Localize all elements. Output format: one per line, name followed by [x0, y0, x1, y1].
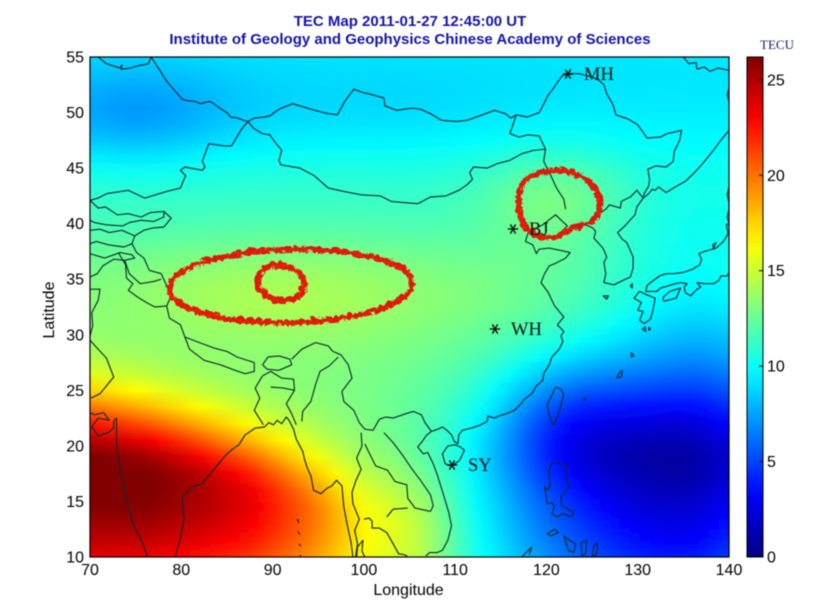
- svg-text:10: 10: [767, 359, 785, 376]
- svg-text:25: 25: [66, 383, 84, 400]
- svg-text:70: 70: [81, 562, 99, 579]
- svg-text:0: 0: [767, 550, 776, 567]
- svg-text:TEC Map 2011-01-27 12:45:00 UT: TEC Map 2011-01-27 12:45:00 UT: [294, 13, 527, 30]
- svg-text:15: 15: [767, 263, 785, 280]
- svg-text:140: 140: [716, 562, 743, 579]
- svg-text:Latitude: Latitude: [41, 281, 58, 338]
- svg-text:15: 15: [66, 494, 84, 511]
- svg-text:10: 10: [66, 550, 84, 567]
- svg-text:45: 45: [66, 161, 84, 178]
- svg-text:100: 100: [351, 562, 378, 579]
- svg-text:50: 50: [66, 105, 84, 122]
- svg-text:Institute of Geology and Geoph: Institute of Geology and Geophysics Chin…: [169, 31, 650, 48]
- svg-text:20: 20: [767, 168, 785, 185]
- svg-text:90: 90: [264, 562, 282, 579]
- svg-text:20: 20: [66, 438, 84, 455]
- svg-text:BJ: BJ: [529, 220, 549, 240]
- svg-text:110: 110: [442, 562, 468, 579]
- svg-text:TECU: TECU: [760, 37, 795, 52]
- svg-text:WH: WH: [511, 320, 542, 340]
- svg-text:25: 25: [767, 72, 785, 89]
- svg-text:MH: MH: [584, 65, 614, 85]
- svg-text:80: 80: [172, 562, 190, 579]
- svg-text:SY: SY: [468, 456, 492, 476]
- svg-text:35: 35: [66, 272, 84, 289]
- svg-text:120: 120: [533, 562, 560, 579]
- svg-text:30: 30: [66, 327, 84, 344]
- svg-text:130: 130: [624, 562, 651, 579]
- svg-text:Longitude: Longitude: [373, 582, 443, 599]
- svg-text:40: 40: [66, 216, 84, 233]
- svg-text:55: 55: [66, 50, 84, 67]
- svg-text:5: 5: [767, 454, 776, 471]
